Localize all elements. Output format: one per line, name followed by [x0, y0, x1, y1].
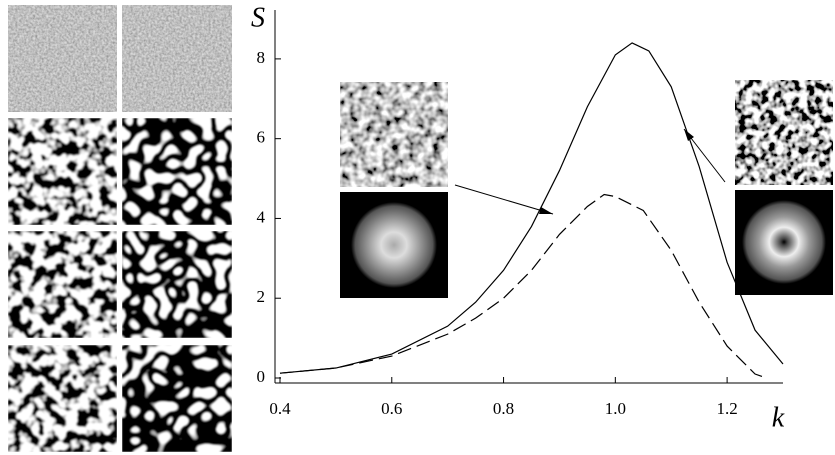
spectrum-ring	[351, 202, 437, 288]
y-tick-label: 0	[257, 367, 266, 386]
pattern-image	[8, 5, 117, 112]
inset-pattern	[735, 80, 833, 185]
y-axis-label: S	[251, 2, 265, 33]
pattern-image	[8, 345, 117, 452]
inset-pattern	[340, 82, 448, 187]
y-tick-label: 8	[257, 48, 266, 67]
x-tick-label: 0.6	[381, 399, 402, 418]
curve	[279, 193, 767, 379]
x-tick-label: 1.2	[716, 399, 737, 418]
x-tick-label: 1.0	[605, 399, 626, 418]
pattern-image	[122, 118, 232, 225]
pattern-image	[122, 231, 232, 338]
insets	[340, 80, 833, 298]
y-tick-label: 2	[257, 287, 266, 306]
y-tick-label: 4	[257, 207, 266, 226]
arrowhead	[539, 207, 553, 214]
x-tick-label: 0.4	[269, 399, 291, 418]
pattern-image	[8, 118, 117, 225]
curve	[279, 42, 784, 374]
pattern-image	[8, 231, 117, 338]
pattern-image	[122, 345, 232, 452]
x-axis-label: k	[772, 402, 785, 433]
pattern-grid	[8, 5, 232, 452]
spectrum-ring	[742, 200, 826, 284]
arrowhead	[684, 129, 694, 141]
plot: S k 0 2 4 6 8 0.4 0.6 0.8 1.0 1.2	[251, 2, 785, 433]
arrow	[454, 184, 554, 215]
y-tick-label: 6	[257, 128, 266, 147]
x-tick-label: 0.8	[493, 399, 514, 418]
pattern-image	[122, 5, 232, 112]
